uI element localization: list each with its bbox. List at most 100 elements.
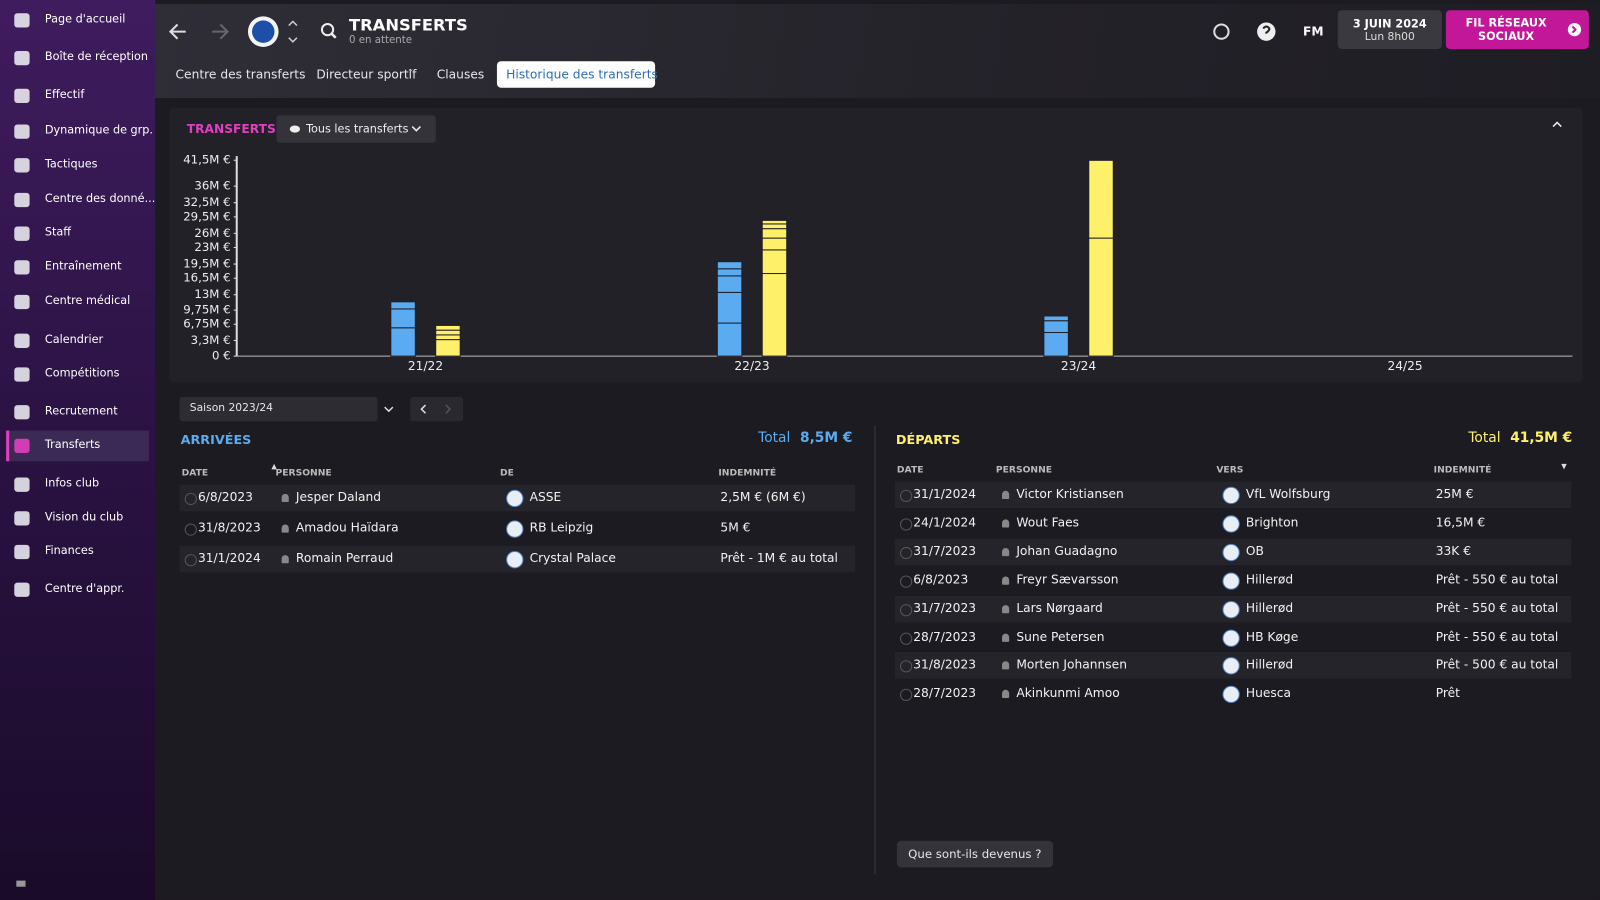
bar-segment <box>761 249 788 275</box>
column-header[interactable]: VERS <box>1216 465 1244 476</box>
column-header[interactable]: DATE <box>896 465 924 476</box>
club[interactable]: Hillerød <box>1245 600 1294 615</box>
filter-chevron <box>411 125 421 132</box>
club[interactable]: Huesca <box>1245 686 1292 701</box>
column-header[interactable]: PERSONNE <box>275 468 332 479</box>
club[interactable]: HB Køge <box>1245 629 1299 644</box>
club-badge <box>506 520 524 538</box>
corner-icon <box>16 880 26 887</box>
total-label: Total <box>1468 429 1501 446</box>
club-badge <box>1222 629 1240 647</box>
sidebar-icon <box>14 511 30 526</box>
column-header[interactable]: INDEMNITÉ <box>1433 465 1492 476</box>
sidebar-icon <box>14 333 30 348</box>
sidebar-item[interactable]: Infos club <box>44 476 100 490</box>
fm-logo[interactable]: FM <box>1303 24 1324 39</box>
person[interactable]: Jesper Daland <box>295 489 382 505</box>
club-switch[interactable] <box>288 20 298 43</box>
person[interactable]: Amadou Haïdara <box>295 520 399 535</box>
y-tick-label: 41,5M € <box>183 153 230 167</box>
person-icon <box>1002 604 1010 613</box>
row-icon <box>899 632 913 645</box>
bar-segment <box>1088 159 1114 239</box>
next-season[interactable] <box>445 404 452 414</box>
tab[interactable]: Centre des transferts <box>175 67 306 82</box>
club[interactable]: RB Leipzig <box>529 520 594 535</box>
sidebar-item[interactable]: Calendrier <box>44 332 104 346</box>
bar-segment <box>761 228 788 239</box>
tab[interactable]: Clauses <box>436 67 485 82</box>
club[interactable]: Hillerød <box>1245 657 1294 672</box>
sidebar-item[interactable]: Tactiques <box>44 157 98 171</box>
sidebar-item[interactable]: Page d'accueil <box>44 12 126 26</box>
season-select[interactable]: Saison 2023/24 <box>179 396 394 422</box>
sidebar-item[interactable]: Boîte de réception <box>44 49 149 64</box>
tab[interactable]: Historique des transferts <box>506 67 658 82</box>
person-icon <box>1002 519 1010 528</box>
date: 3 JUIN 2024 <box>1352 17 1427 31</box>
sidebar-item[interactable]: Finances <box>44 543 94 558</box>
person[interactable]: Victor Kristiansen <box>1016 486 1124 502</box>
tab[interactable]: Directeur sportif <box>316 67 417 82</box>
forward-button[interactable] <box>212 23 229 40</box>
sidebar-item[interactable]: Effectif <box>44 87 85 102</box>
sidebar-item[interactable]: Staff <box>44 225 72 239</box>
club-badge-inner <box>252 20 275 43</box>
club[interactable]: OB <box>1245 543 1264 558</box>
column-header[interactable]: INDEMNITÉ <box>718 468 777 479</box>
row-icon <box>899 546 913 559</box>
person[interactable]: Lars Nørgaard <box>1016 600 1103 615</box>
club-badge <box>1222 543 1240 562</box>
sidebar-item[interactable]: Vision du club <box>44 510 124 524</box>
column-header[interactable]: DATE <box>181 468 209 479</box>
club[interactable]: Hillerød <box>1245 572 1294 587</box>
sidebar-item[interactable]: Dynamique de grp. <box>44 123 153 137</box>
back-button[interactable] <box>168 23 186 40</box>
sidebar-item[interactable]: Centre d'appr. <box>44 581 125 595</box>
date-box[interactable]: 3 JUIN 2024 Lun 8h00 <box>1337 10 1442 49</box>
club-badge <box>1222 600 1240 618</box>
sidebar-item[interactable]: Recrutement <box>44 404 118 418</box>
y-tick-label: 29,5M € <box>183 209 230 223</box>
fee: 2,5M € (6M €) <box>720 489 806 505</box>
search-icon-handle <box>330 32 337 39</box>
date: 31/1/2024 <box>197 551 261 566</box>
person-icon <box>1002 633 1010 642</box>
person[interactable]: Romain Perraud <box>295 551 394 566</box>
person[interactable]: Wout Faes <box>1016 515 1079 530</box>
bar-segment <box>761 272 788 357</box>
person[interactable]: Morten Johannsen <box>1016 657 1127 672</box>
sidebar-item[interactable]: Compétitions <box>44 366 120 380</box>
column-header[interactable]: PERSONNE <box>995 465 1053 476</box>
club[interactable]: Crystal Palace <box>529 551 616 566</box>
club[interactable]: Brighton <box>1245 515 1299 530</box>
row-icon <box>899 603 913 616</box>
person[interactable]: Sune Petersen <box>1016 629 1105 644</box>
search-icon[interactable] <box>320 22 335 37</box>
social-button[interactable]: FIL RÉSEAUX SOCIAUX <box>1445 10 1589 49</box>
fate-button[interactable]: Que sont-ils devenus ? <box>896 840 1053 868</box>
club-badge <box>1222 686 1240 704</box>
column-header[interactable]: DE <box>499 468 514 479</box>
sidebar-item[interactable]: Transferts <box>44 437 101 452</box>
help-icon-mark <box>1262 25 1271 34</box>
sidebar-item[interactable]: Centre des donné... <box>44 191 156 206</box>
x-tick-label: 21/22 <box>408 359 443 373</box>
prev-season[interactable] <box>420 404 427 414</box>
club[interactable]: ASSE <box>529 489 562 505</box>
sidebar-item[interactable]: Entraînement <box>44 259 122 273</box>
chart: TRANSFERTS Tous les transferts 0 € 3,3M €… <box>183 115 1573 373</box>
fee: Prêt - 550 € au total <box>1435 572 1559 587</box>
collapse-button[interactable] <box>1552 121 1562 128</box>
person[interactable]: Akinkunmi Amoo <box>1016 686 1120 701</box>
club-badge <box>506 551 524 569</box>
globe-icon[interactable] <box>1213 23 1230 40</box>
sort-arrow: ▼ <box>1561 462 1567 471</box>
person[interactable]: Freyr Sævarsson <box>1016 572 1119 587</box>
person[interactable]: Johan Guadagno <box>1016 543 1118 558</box>
club[interactable]: VfL Wolfsburg <box>1245 486 1331 502</box>
eye-icon <box>289 125 300 133</box>
sidebar-item[interactable]: Centre médical <box>44 293 131 308</box>
sidebar-icon <box>14 438 30 454</box>
filter-button[interactable] <box>276 115 436 143</box>
